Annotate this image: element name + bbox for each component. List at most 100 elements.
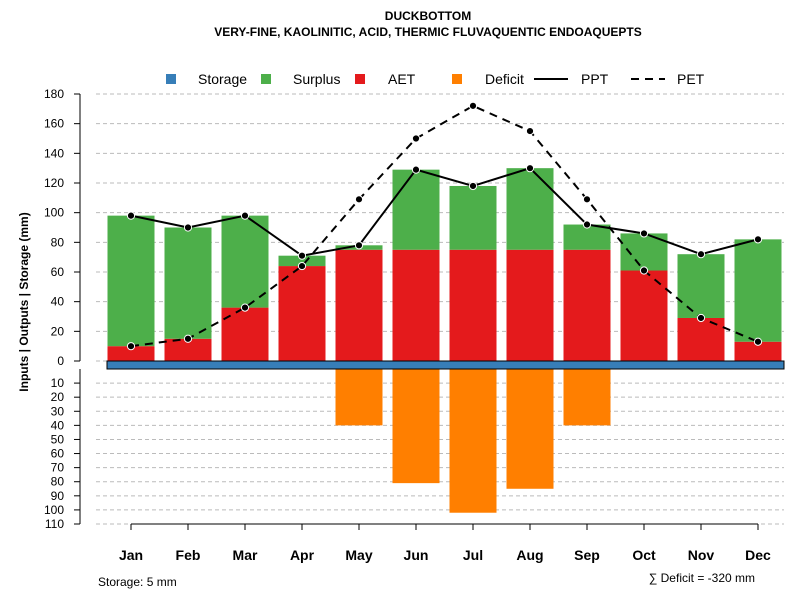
legend-swatch-storage bbox=[166, 74, 176, 84]
ppt-point-sep bbox=[582, 220, 592, 229]
y-tick-label: 180 bbox=[44, 87, 64, 101]
pet-point-jul bbox=[468, 101, 478, 110]
x-tick-label-mar: Mar bbox=[233, 547, 258, 563]
surplus-bar-jun bbox=[392, 169, 440, 250]
storage-bar-oct bbox=[620, 362, 668, 368]
aet-bar-may bbox=[335, 249, 383, 361]
ppt-point-nov bbox=[696, 250, 706, 259]
ppt-point-aug bbox=[525, 164, 535, 173]
deficit-bar-jun bbox=[392, 369, 440, 484]
y-tick-label: 120 bbox=[44, 176, 64, 190]
y-tick-label: 110 bbox=[45, 517, 64, 531]
ppt-point-jan bbox=[126, 211, 136, 220]
x-tick-label-jul: Jul bbox=[463, 547, 483, 563]
surplus-bar-sep bbox=[563, 224, 611, 250]
storage-bar-sep bbox=[563, 362, 611, 368]
storage-bar-jun bbox=[392, 362, 440, 368]
aet-bar-sep bbox=[563, 249, 611, 361]
y-axis-label: Inputs | Outputs | Storage (mm) bbox=[17, 212, 31, 391]
pet-point-mar bbox=[240, 303, 250, 312]
surplus-bar-dec bbox=[734, 239, 782, 342]
chart-subtitle: VERY-FINE, KAOLINITIC, ACID, THERMIC FLU… bbox=[214, 25, 642, 39]
ppt-point-mar bbox=[240, 211, 250, 220]
y-tick-label: 20 bbox=[51, 324, 65, 338]
legend-label-deficit: Deficit bbox=[485, 71, 524, 87]
aet-bar-jul bbox=[449, 249, 497, 361]
storage-bar-apr bbox=[278, 362, 326, 368]
pet-point-nov bbox=[696, 313, 706, 323]
y-tick-label: 80 bbox=[51, 475, 65, 489]
ppt-line bbox=[130, 167, 759, 257]
pet-point-may bbox=[354, 195, 364, 204]
storage-bar-nov bbox=[677, 362, 725, 368]
x-tick-label-apr: Apr bbox=[290, 547, 315, 563]
pet-point-aug bbox=[525, 126, 535, 136]
deficit-bar-may bbox=[335, 369, 383, 426]
deficit-bar-sep bbox=[563, 369, 611, 426]
ppt-point-jun bbox=[411, 165, 421, 174]
ppt-point-oct bbox=[639, 229, 649, 238]
y-tick-label: 100 bbox=[44, 206, 64, 220]
pet-point-dec bbox=[753, 337, 763, 346]
y-tick-label: 80 bbox=[51, 235, 65, 249]
deficit-bar-aug bbox=[506, 369, 554, 489]
aet-bar-dec bbox=[734, 341, 782, 361]
legend-label-surplus: Surplus bbox=[293, 71, 340, 87]
deficit-note: ∑ Deficit = -320 mm bbox=[649, 571, 755, 585]
pet-point-feb bbox=[183, 334, 193, 343]
aet-bar-jan bbox=[107, 346, 155, 361]
storage-bar-may bbox=[335, 362, 383, 368]
x-tick-label-jun: Jun bbox=[404, 547, 429, 563]
x-tick-label-dec: Dec bbox=[745, 547, 771, 563]
x-tick-label-jan: Jan bbox=[119, 547, 143, 563]
y-tick-label: 60 bbox=[51, 265, 65, 279]
x-tick-label-may: May bbox=[345, 547, 372, 563]
y-tick-label: 40 bbox=[51, 418, 65, 432]
x-tick-label-aug: Aug bbox=[516, 547, 543, 563]
aet-bar-jun bbox=[392, 249, 440, 361]
ppt-point-dec bbox=[753, 235, 763, 244]
legend-swatch-aet bbox=[355, 74, 365, 84]
y-tick-label: 140 bbox=[44, 146, 64, 160]
pet-line bbox=[130, 104, 759, 348]
aet-bar-apr bbox=[278, 266, 326, 361]
lines-layer bbox=[126, 101, 763, 351]
legend-label-aet: AET bbox=[388, 71, 416, 87]
surplus-bar-apr bbox=[278, 255, 326, 267]
y-tick-label: 60 bbox=[51, 447, 65, 461]
y-tick-label: 160 bbox=[44, 117, 64, 131]
aet-bar-aug bbox=[506, 249, 554, 361]
storage-bar-jul bbox=[449, 362, 497, 368]
surplus-bar-mar bbox=[221, 215, 269, 308]
aet-bar-oct bbox=[620, 270, 668, 361]
storage-bar-dec bbox=[734, 362, 782, 368]
y-tick-label: 50 bbox=[51, 432, 65, 446]
ppt-point-may bbox=[354, 241, 364, 250]
y-tick-label: 40 bbox=[51, 295, 65, 309]
pet-point-apr bbox=[297, 261, 307, 271]
bars-layer bbox=[107, 168, 782, 513]
aet-bar-feb bbox=[164, 338, 212, 361]
storage-layer bbox=[106, 360, 785, 370]
pet-point-jan bbox=[126, 342, 136, 351]
surplus-bar-jul bbox=[449, 185, 497, 250]
pet-point-jun bbox=[411, 134, 421, 143]
y-tick-label: 0 bbox=[57, 354, 64, 368]
y-tick-label: 10 bbox=[51, 376, 65, 390]
axes-layer: 0204060801001201401601801020304050607080… bbox=[44, 87, 771, 563]
chart-title: DUCKBOTTOM bbox=[385, 9, 471, 23]
storage-note: Storage: 5 mm bbox=[98, 575, 177, 589]
y-tick-label: 90 bbox=[51, 489, 65, 503]
ppt-point-jul bbox=[468, 181, 478, 191]
surplus-bar-jan bbox=[107, 215, 155, 347]
legend-swatch-surplus bbox=[261, 74, 271, 84]
legend-label-storage: Storage bbox=[198, 71, 247, 87]
surplus-bar-aug bbox=[506, 168, 554, 250]
y-tick-label: 100 bbox=[44, 503, 64, 517]
y-tick-label: 30 bbox=[51, 404, 65, 418]
legend-label-ppt: PPT bbox=[581, 71, 609, 87]
storage-bar-mar bbox=[221, 362, 269, 368]
ppt-point-feb bbox=[183, 223, 193, 232]
aet-bar-nov bbox=[677, 317, 725, 361]
